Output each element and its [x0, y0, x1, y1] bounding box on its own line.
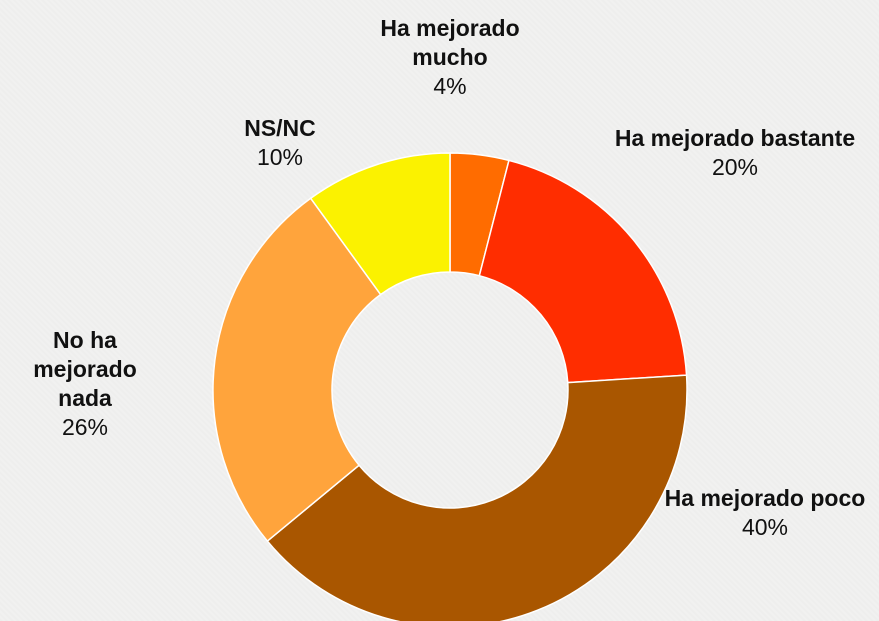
slice-label: No ha mejorado nada 26%: [10, 326, 160, 442]
slice-label: Ha mejorado bastante 20%: [610, 124, 860, 182]
value-label: 26%: [61, 414, 109, 440]
value-label: 20%: [711, 154, 759, 180]
donut-slice: [309, 152, 451, 296]
category-label: Ha mejorado poco: [664, 485, 866, 511]
value-label: 40%: [741, 514, 789, 540]
category-label: No ha mejorado nada: [33, 327, 137, 411]
donut-slice: [266, 374, 688, 621]
value-label: 10%: [256, 144, 304, 170]
category-label: NS/NC: [244, 115, 316, 141]
category-label: Ha mejorado bastante: [614, 125, 856, 151]
category-label: Ha mejorado mucho: [380, 15, 520, 70]
slice-label: Ha mejorado mucho 4%: [355, 14, 545, 101]
slice-label: Ha mejorado poco 40%: [655, 484, 875, 542]
donut-slice: [212, 197, 382, 543]
slice-label: NS/NC 10%: [200, 114, 360, 172]
value-label: 4%: [433, 73, 467, 99]
donut-slice: [478, 159, 688, 384]
